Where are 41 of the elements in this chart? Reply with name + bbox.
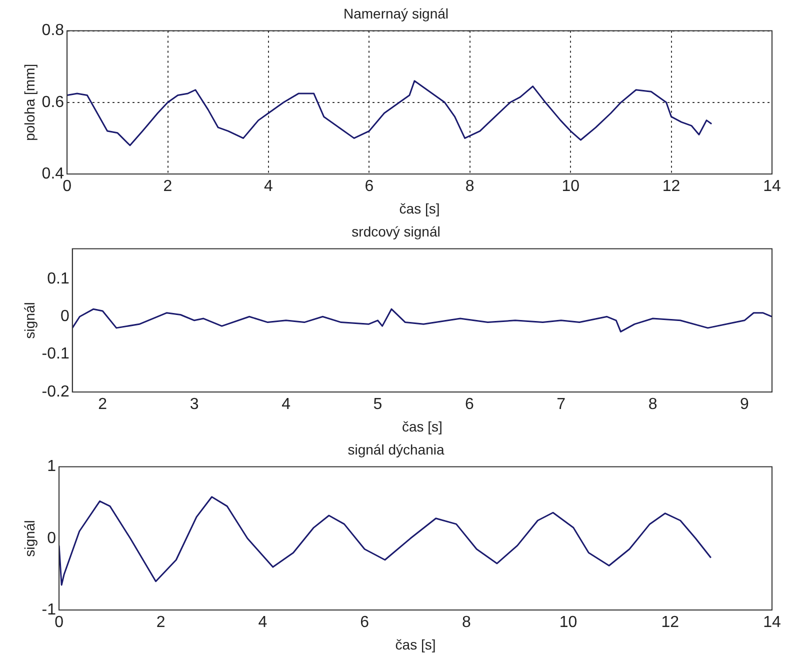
y-tick-label: -0.2 — [42, 383, 70, 400]
y-tick-label: 0.4 — [42, 165, 64, 182]
x-tick-label: 8 — [465, 178, 474, 196]
y-tick-label: 0 — [47, 530, 56, 547]
x-tick-label: 4 — [282, 396, 291, 414]
y-tick-label: 0.8 — [42, 22, 64, 40]
x-tick-label: 10 — [559, 614, 578, 632]
x-tick-label: 2 — [98, 396, 108, 414]
y-tick-label: 1 — [47, 458, 56, 476]
x-axis-title: čas [s] — [399, 200, 440, 216]
x-tick-label: 4 — [264, 178, 274, 196]
y-axis-title: signál — [21, 302, 38, 339]
x-tick-label: 2 — [156, 614, 166, 632]
y-tick-label: 0.6 — [42, 94, 64, 111]
x-tick-label: 10 — [562, 178, 580, 196]
x-tick-label: 7 — [556, 396, 566, 414]
chart-title: signál dýchania — [348, 441, 444, 458]
chart-title: Namernaý signál — [343, 5, 449, 22]
x-tick-label: 8 — [648, 396, 658, 414]
x-tick-label: 5 — [373, 396, 382, 414]
x-tick-label: 9 — [740, 396, 750, 414]
x-tick-label: 12 — [662, 178, 680, 196]
y-axis-title: poloha [mm] — [21, 64, 38, 141]
y-axis-title: signál — [21, 520, 38, 557]
y-tick-label: -1 — [42, 601, 56, 618]
x-tick-label: 2 — [163, 178, 172, 196]
x-tick-label: 14 — [763, 178, 781, 196]
x-tick-label: 12 — [661, 614, 680, 632]
x-tick-label: 6 — [364, 178, 374, 196]
y-tick-label: 0.1 — [47, 270, 70, 288]
x-tick-label: 6 — [464, 396, 474, 414]
chart-title: srdcový signál — [352, 223, 440, 240]
x-axis-title: čas [s] — [395, 636, 436, 652]
y-tick-label: 0 — [60, 308, 70, 326]
y-tick-label: -0.1 — [42, 346, 70, 363]
x-axis-title: čas [s] — [402, 418, 442, 434]
x-tick-label: 14 — [763, 614, 781, 632]
x-tick-label: 3 — [190, 396, 199, 414]
x-tick-label: 4 — [258, 614, 268, 632]
x-tick-label: 8 — [462, 614, 471, 632]
x-tick-label: 6 — [360, 614, 370, 632]
